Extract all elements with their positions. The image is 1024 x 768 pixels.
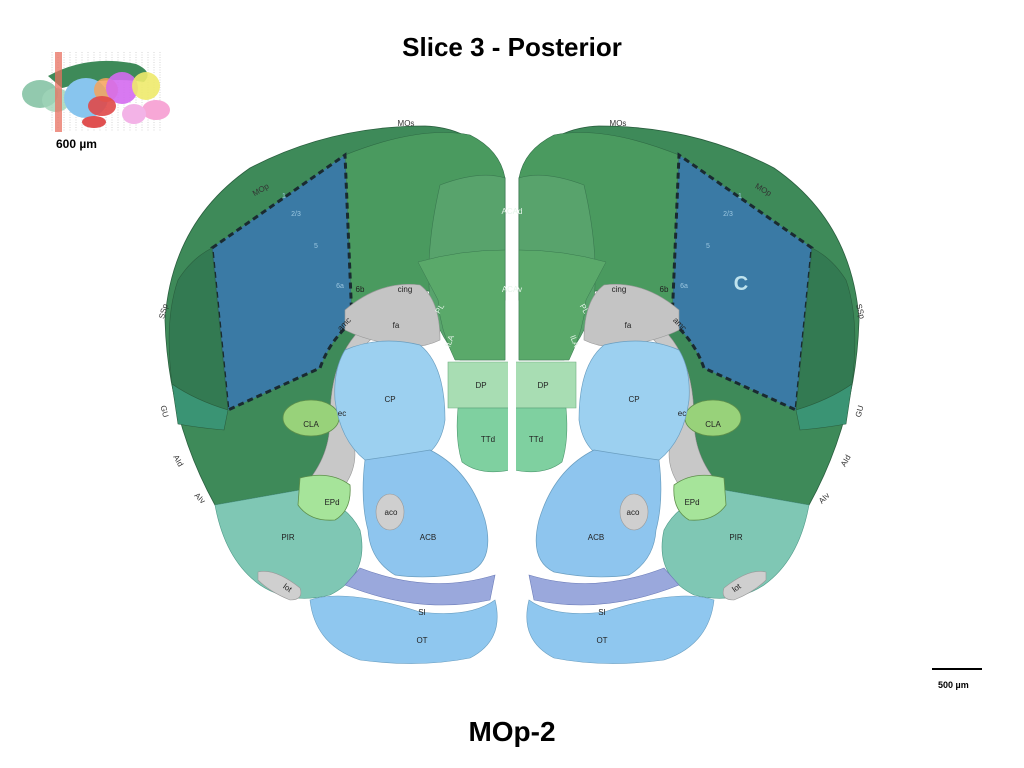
layer-6a-left: 6a bbox=[336, 283, 344, 290]
right-ttd bbox=[513, 407, 568, 473]
label-ot-left: OT bbox=[416, 636, 427, 645]
left-aco[interactable] bbox=[375, 493, 405, 531]
label-aid-right: AId bbox=[839, 453, 853, 468]
left-lot bbox=[257, 571, 302, 601]
label-ssp-left: SSp bbox=[157, 302, 170, 319]
label-cing-left: cing bbox=[398, 285, 413, 294]
label-ttd-right: TTd bbox=[529, 435, 543, 444]
label-gu-left: GU bbox=[159, 404, 171, 418]
label-gu-right: GU bbox=[854, 404, 866, 418]
right-acav bbox=[518, 249, 607, 361]
left-ttd bbox=[456, 407, 511, 473]
label-acb-right: ACB bbox=[588, 533, 604, 542]
label-dp-left: DP bbox=[475, 381, 486, 390]
scale-bar-label: 500 µm bbox=[938, 680, 969, 690]
label-cla-left: CLA bbox=[303, 420, 319, 429]
thumbnail-scale-label: 600 µm bbox=[56, 137, 97, 151]
label-epd-left: EPd bbox=[324, 498, 339, 507]
label-acav-left: ACAv bbox=[502, 285, 522, 294]
label-aiv-right: AIv bbox=[817, 491, 832, 506]
label-ot-right: OT bbox=[596, 636, 607, 645]
region-marker-c: C bbox=[734, 273, 748, 295]
midline-gap bbox=[508, 160, 516, 580]
layer-1-right: 1 bbox=[738, 193, 742, 200]
left-mop-highlight[interactable] bbox=[210, 152, 354, 413]
label-acad-left: ACAd bbox=[502, 207, 523, 216]
label-mos-left: MOs bbox=[398, 119, 415, 128]
slide-footer-label: MOp-2 bbox=[468, 716, 556, 747]
label-6b-left: 6b bbox=[356, 285, 365, 294]
label-ec-right: ec bbox=[678, 409, 686, 418]
label-ttd-left: TTd bbox=[481, 435, 495, 444]
left-gu bbox=[171, 383, 229, 431]
label-fa-right: fa bbox=[625, 321, 632, 330]
layer-5-left: 5 bbox=[314, 243, 318, 250]
slice-position-marker bbox=[55, 52, 62, 132]
label-ila-left: ILA bbox=[443, 333, 456, 348]
right-aco[interactable] bbox=[619, 493, 649, 531]
label-pl-left: PL bbox=[433, 302, 446, 315]
left-ot bbox=[309, 595, 498, 664]
label-mos-right: MOs bbox=[610, 119, 627, 128]
sagittal-thumbnail bbox=[22, 52, 170, 132]
label-epd-right: EPd bbox=[684, 498, 699, 507]
right-ot bbox=[526, 595, 715, 664]
label-pir-right: PIR bbox=[729, 533, 743, 542]
right-acb[interactable] bbox=[535, 449, 662, 578]
label-ssp-right: SSp bbox=[854, 303, 867, 320]
label-aco-left: aco bbox=[385, 508, 398, 517]
label-aco-right: aco bbox=[627, 508, 640, 517]
label-pl-right: PL bbox=[578, 302, 591, 315]
label-ec-left: ec bbox=[338, 409, 346, 418]
label-cp-left: CP bbox=[384, 395, 395, 404]
scale-bar bbox=[932, 668, 982, 670]
label-6b-right: 6b bbox=[660, 285, 669, 294]
right-lot bbox=[722, 571, 767, 601]
slide-title: Slice 3 - Posterior bbox=[402, 32, 622, 62]
left-cla[interactable] bbox=[282, 399, 340, 437]
label-aid-left: AId bbox=[171, 453, 185, 468]
label-ila-right: ILA bbox=[568, 334, 581, 349]
left-cing-fa bbox=[344, 284, 441, 347]
right-cla[interactable] bbox=[684, 399, 742, 437]
right-epd[interactable] bbox=[673, 474, 727, 521]
label-si-left: SI bbox=[418, 608, 426, 617]
layer-5-right: 5 bbox=[706, 243, 710, 250]
label-aiv-left: AIv bbox=[192, 491, 207, 506]
label-pir-left: PIR bbox=[281, 533, 295, 542]
layer-23-right: 2/3 bbox=[723, 211, 733, 218]
left-si bbox=[344, 567, 496, 606]
label-cla-right: CLA bbox=[705, 420, 721, 429]
right-si bbox=[528, 567, 680, 606]
label-si-right: SI bbox=[598, 608, 606, 617]
left-hemisphere bbox=[164, 125, 511, 664]
left-acav bbox=[417, 249, 506, 361]
layer-1-left: 1 bbox=[282, 193, 286, 200]
label-cing-right: cing bbox=[612, 285, 627, 294]
layer-23-left: 2/3 bbox=[291, 211, 301, 218]
label-dp-right: DP bbox=[537, 381, 548, 390]
right-hemisphere bbox=[513, 125, 860, 664]
left-epd[interactable] bbox=[297, 474, 351, 521]
left-acb[interactable] bbox=[362, 449, 489, 578]
label-cp-right: CP bbox=[628, 395, 639, 404]
layer-6a-right: 6a bbox=[680, 283, 688, 290]
right-cing-fa bbox=[583, 284, 680, 347]
right-mop-highlight[interactable] bbox=[670, 152, 814, 413]
right-gu bbox=[795, 383, 853, 431]
label-acb-left: ACB bbox=[420, 533, 436, 542]
label-fa-left: fa bbox=[393, 321, 400, 330]
